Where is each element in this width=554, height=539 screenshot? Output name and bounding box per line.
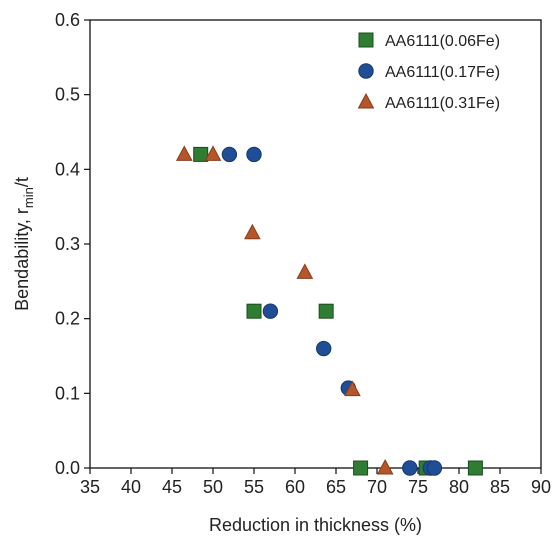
y-tick-label: 0.6 [55, 10, 80, 30]
x-tick-label: 55 [244, 477, 264, 497]
plot-border [89, 19, 542, 469]
y-tick-label: 0.4 [55, 159, 80, 179]
data-point [175, 145, 193, 161]
legend-label: AA6111(0.06Fe) [385, 33, 500, 50]
data-markers [175, 145, 483, 476]
data-point [262, 303, 279, 319]
legend-label: AA6111(0.17Fe) [385, 64, 500, 81]
data-point [344, 380, 361, 397]
y-axis: 0.0 0.1 0.2 0.3 0.4 0.5 0.6 [55, 10, 90, 478]
data-point [426, 460, 443, 476]
data-point [376, 458, 394, 475]
series-1 [193, 146, 483, 476]
data-point [204, 145, 222, 161]
legend-item: AA6111(0.31Fe) [357, 92, 500, 112]
x-tick-label: 60 [285, 477, 305, 497]
x-tick-label: 75 [408, 477, 428, 497]
x-tick-label: 80 [449, 477, 469, 497]
x-axis: 35 40 45 50 55 60 65 70 75 80 85 90 [80, 468, 551, 497]
legend-item: AA6111(0.06Fe) [358, 32, 500, 50]
data-point [316, 340, 332, 357]
y-tick-label: 0.1 [55, 383, 80, 403]
x-tick-label: 45 [162, 477, 182, 497]
x-tick-label: 85 [490, 477, 510, 497]
data-point [246, 146, 262, 163]
x-tick-label: 70 [367, 477, 387, 497]
y-axis-title-suffix: /t [12, 177, 32, 187]
legend-marker [357, 92, 375, 109]
plot-frame [89, 19, 542, 469]
x-tick-label: 65 [326, 477, 346, 497]
y-tick-label: 0.5 [55, 85, 80, 105]
data-point [318, 303, 334, 319]
data-point [467, 460, 483, 476]
y-tick-label: 0.3 [55, 234, 80, 254]
y-axis-title-subscript: min [21, 187, 36, 208]
y-axis-title-main: Bendability, r [12, 208, 32, 311]
x-axis-title: Reduction in thickness (%) [209, 515, 422, 535]
legend-marker [358, 32, 374, 48]
y-tick-label: 0.2 [55, 309, 80, 329]
data-point [296, 263, 314, 279]
data-point [353, 460, 369, 476]
data-point [246, 303, 262, 319]
data-point [244, 223, 261, 240]
data-point [193, 146, 209, 162]
data-point [221, 146, 238, 163]
y-axis-title: Bendability, rmin/t [12, 177, 36, 311]
x-tick-label: 40 [121, 477, 141, 497]
x-tick-label: 90 [531, 477, 551, 497]
y-tick-label: 0.0 [55, 458, 80, 478]
legend: AA6111(0.06Fe) AA6111(0.17Fe) AA6111(0.31F… [357, 32, 500, 112]
series-2 [221, 146, 443, 476]
x-tick-label: 50 [203, 477, 223, 497]
legend-item: AA6111(0.17Fe) [358, 63, 500, 81]
series-3 [175, 145, 394, 475]
x-tick-label: 35 [80, 477, 100, 497]
data-point [402, 460, 418, 476]
legend-marker [358, 63, 374, 79]
legend-label: AA6111(0.31Fe) [385, 95, 500, 112]
